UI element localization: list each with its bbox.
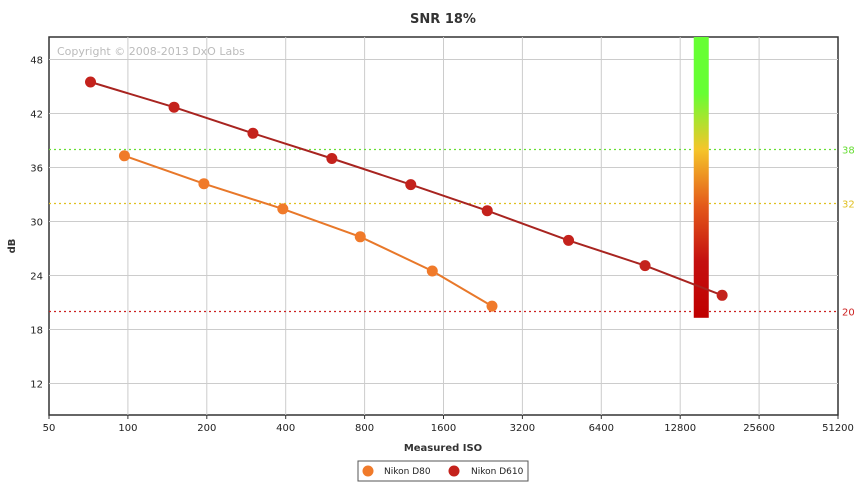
x-tick-label: 51200 [822,423,854,434]
data-point-nikon-d610 [326,153,338,164]
quality-scale-bar [693,37,709,318]
y-axis-label: dB [7,239,18,254]
legend: Nikon D80 Nikon D610 [357,460,529,482]
data-point-nikon-d610 [85,76,97,88]
y-tick-label: 18 [30,326,43,337]
x-axis-label: Measured ISO [404,443,482,454]
copyright-text: Copyright © 2008-2013 DxO Labs [57,45,245,58]
legend-marker-nikon-d80 [362,465,374,477]
y-tick-label: 30 [30,218,43,229]
x-tick-label: 50 [43,423,56,434]
x-tick-label: 1600 [431,423,456,434]
x-tick-label: 6400 [589,423,614,434]
data-point-nikon-d610 [405,179,417,191]
data-point-nikon-d80 [354,231,366,243]
data-point-nikon-d610 [481,205,493,217]
reference-line-label: 38 [842,146,855,157]
y-tick-label: 12 [30,380,43,391]
data-point-nikon-d80 [118,150,130,162]
legend-label-nikon-d80: Nikon D80 [384,467,431,477]
data-point-nikon-d80 [426,265,438,277]
x-tick-label: 12800 [664,423,696,434]
tick-labels: 50 100 200 400 800 1600 3200 6400 12800 25600 5120… [30,56,854,435]
series-line-nikon-d80 [124,154,493,307]
data-point-nikon-d610 [247,127,259,139]
x-tick-label: 3200 [510,423,535,434]
data-point-nikon-d80 [486,300,498,312]
x-tick-label: 100 [118,423,137,434]
data-point-nikon-d80 [198,178,210,190]
reference-line-label: 20 [842,308,855,319]
y-tick-label: 48 [30,56,43,67]
legend-box [357,460,529,482]
legend-label-nikon-d610: Nikon D610 [471,467,524,477]
legend-marker-nikon-d610 [448,465,460,477]
x-tick-label: 200 [197,423,216,434]
x-tick-label: 400 [276,423,295,434]
data-point-nikon-d610 [639,260,651,272]
data-point-nikon-d610 [563,234,575,246]
series [85,76,728,312]
x-tick-label: 800 [355,423,374,434]
x-tick-label: 25600 [743,423,775,434]
data-point-nikon-d610 [168,101,180,113]
y-tick-label: 36 [30,164,43,175]
reference-line-label: 32 [842,200,855,211]
reference-labels: 38 32 20 [842,146,855,319]
data-point-nikon-d80 [277,203,289,215]
data-point-nikon-d610 [716,289,728,301]
y-tick-label: 24 [30,272,43,283]
chart-title: SNR 18% [410,12,476,27]
y-tick-label: 42 [30,110,43,121]
reference-lines [49,148,838,313]
